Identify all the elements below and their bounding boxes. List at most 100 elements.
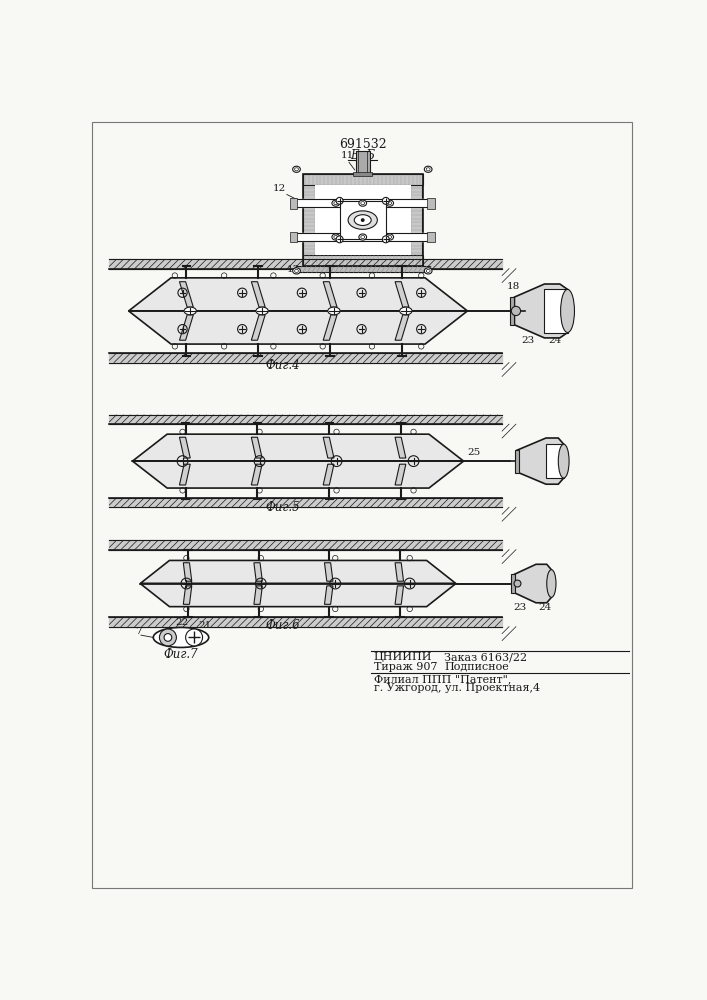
- Bar: [170, 560, 426, 607]
- Polygon shape: [183, 563, 192, 581]
- Polygon shape: [395, 563, 404, 581]
- Bar: [171, 278, 425, 344]
- Bar: [303, 174, 423, 266]
- Polygon shape: [180, 315, 193, 340]
- Polygon shape: [395, 282, 409, 307]
- Text: Фиг.7: Фиг.7: [164, 648, 199, 661]
- Polygon shape: [395, 437, 406, 458]
- Text: 13: 13: [286, 265, 300, 274]
- Polygon shape: [515, 564, 551, 603]
- Polygon shape: [323, 315, 337, 340]
- Polygon shape: [140, 560, 456, 584]
- Ellipse shape: [293, 268, 300, 274]
- Text: 24: 24: [538, 603, 551, 612]
- Text: Заказ 6163/22: Заказ 6163/22: [444, 652, 527, 662]
- Ellipse shape: [359, 234, 366, 240]
- Bar: [428, 198, 435, 209]
- Polygon shape: [323, 282, 337, 307]
- Polygon shape: [183, 586, 192, 604]
- Ellipse shape: [514, 580, 521, 587]
- Bar: [428, 232, 435, 242]
- Text: Б- Б: Б- Б: [350, 149, 375, 162]
- Polygon shape: [251, 282, 265, 307]
- Ellipse shape: [153, 627, 209, 647]
- Ellipse shape: [336, 197, 343, 204]
- Bar: [167, 434, 429, 488]
- Ellipse shape: [424, 166, 432, 172]
- Bar: [290, 198, 297, 209]
- Ellipse shape: [348, 211, 378, 229]
- Ellipse shape: [361, 218, 365, 222]
- Text: Фиг.5: Фиг.5: [265, 501, 300, 514]
- Text: г. Ужгород, ул. Проектная,4: г. Ужгород, ул. Проектная,4: [373, 683, 539, 693]
- Polygon shape: [395, 464, 406, 485]
- Ellipse shape: [184, 307, 197, 315]
- Polygon shape: [180, 437, 190, 458]
- Polygon shape: [140, 584, 456, 607]
- Polygon shape: [325, 586, 333, 604]
- Ellipse shape: [328, 307, 340, 315]
- Ellipse shape: [186, 629, 203, 646]
- Polygon shape: [180, 282, 193, 307]
- Polygon shape: [129, 278, 467, 311]
- Bar: [339, 201, 386, 239]
- Text: Фиг.6: Фиг.6: [265, 619, 300, 632]
- Text: 12: 12: [273, 184, 286, 193]
- Polygon shape: [132, 461, 464, 488]
- Ellipse shape: [332, 234, 339, 240]
- Text: 691532: 691532: [339, 138, 387, 151]
- Ellipse shape: [511, 306, 520, 316]
- Ellipse shape: [359, 200, 366, 206]
- Bar: [290, 232, 297, 242]
- Text: Тираж 907: Тираж 907: [373, 662, 437, 672]
- Polygon shape: [323, 437, 334, 458]
- Ellipse shape: [336, 236, 343, 243]
- Polygon shape: [395, 315, 409, 340]
- Text: Фиг.4: Фиг.4: [265, 359, 300, 372]
- Ellipse shape: [293, 166, 300, 172]
- Text: 23: 23: [521, 336, 534, 345]
- Ellipse shape: [559, 444, 569, 478]
- Polygon shape: [251, 315, 265, 340]
- Bar: [546, 444, 563, 478]
- Ellipse shape: [160, 629, 176, 646]
- Text: 7: 7: [135, 627, 141, 636]
- Ellipse shape: [561, 289, 575, 333]
- Text: 25: 25: [467, 448, 481, 457]
- Bar: [544, 289, 568, 333]
- Text: 18: 18: [507, 282, 520, 291]
- Polygon shape: [254, 563, 262, 581]
- Ellipse shape: [399, 307, 412, 315]
- Text: ЦНИИПИ: ЦНИИПИ: [373, 652, 432, 662]
- Polygon shape: [323, 464, 334, 485]
- Polygon shape: [254, 586, 262, 604]
- Ellipse shape: [354, 215, 371, 225]
- Polygon shape: [180, 464, 190, 485]
- Text: 22: 22: [175, 618, 188, 627]
- Ellipse shape: [386, 234, 394, 240]
- Text: Фиг.3: Фиг.3: [351, 277, 386, 290]
- Polygon shape: [395, 586, 404, 604]
- Text: 21: 21: [198, 621, 211, 630]
- Bar: [354, 172, 372, 176]
- Bar: [411, 174, 422, 266]
- Bar: [296, 266, 431, 272]
- Bar: [356, 151, 370, 174]
- Polygon shape: [325, 563, 333, 581]
- Polygon shape: [129, 311, 467, 344]
- Bar: [515, 450, 519, 473]
- Ellipse shape: [164, 634, 172, 641]
- Text: 23: 23: [513, 603, 526, 612]
- Text: Подписное: Подписное: [444, 662, 509, 672]
- Polygon shape: [515, 284, 568, 338]
- Bar: [511, 574, 515, 593]
- Polygon shape: [132, 434, 464, 461]
- Bar: [303, 255, 423, 266]
- Ellipse shape: [332, 200, 339, 206]
- Text: 24: 24: [549, 336, 561, 345]
- Bar: [303, 174, 423, 185]
- Ellipse shape: [547, 570, 556, 597]
- Bar: [510, 297, 515, 325]
- Ellipse shape: [382, 197, 390, 204]
- Bar: [303, 174, 315, 266]
